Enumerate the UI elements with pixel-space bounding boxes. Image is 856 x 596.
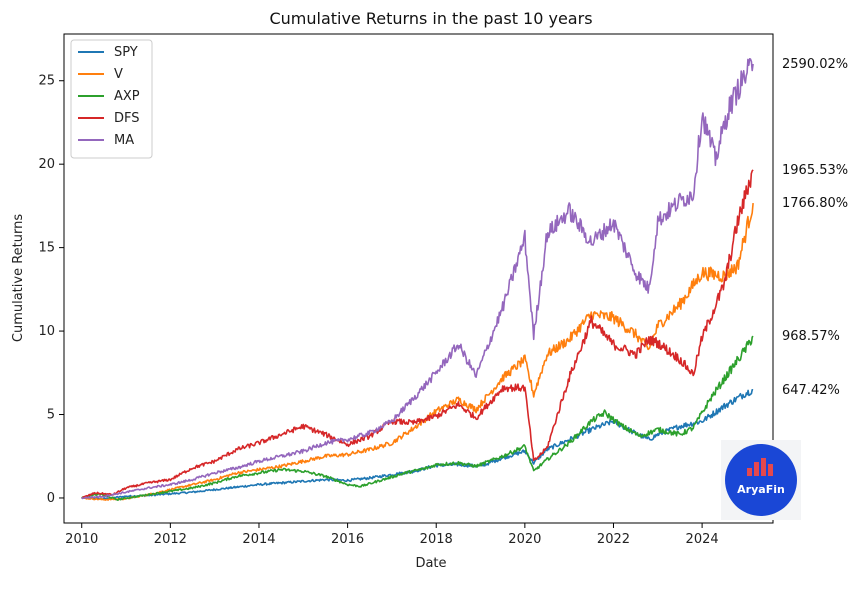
x-tick-label: 2012 (154, 532, 187, 547)
logo-circle (725, 444, 797, 516)
legend-box (70, 39, 153, 159)
x-tick-label: 2020 (508, 532, 541, 547)
axes: 2010 2012 2014 2016 2018 2020 2022 2024 0 5 10 15 20… (38, 74, 718, 547)
end-label-axp: 968.57% (782, 329, 840, 344)
end-label-dfs: 1965.53% (782, 163, 848, 178)
end-label-v: 1766.80% (782, 196, 848, 211)
y-tick-label: 15 (38, 241, 55, 256)
x-tick-label: 2022 (597, 532, 630, 547)
end-labels: 647.42% 1766.80% 968.57% 1965.53% 2590.02% (782, 57, 848, 398)
x-tick-label: 2018 (420, 532, 453, 547)
series-lines (81, 58, 754, 501)
x-tick-label: 2016 (331, 532, 364, 547)
end-label-ma: 2590.02% (782, 57, 848, 72)
x-tick-label: 2024 (686, 532, 719, 547)
x-tick-label: 2014 (242, 532, 275, 547)
y-tick-label: 25 (38, 74, 55, 89)
legend-label-spy: SPY (114, 45, 138, 60)
y-tick-label: 0 (47, 491, 55, 506)
series-line-v (81, 203, 754, 501)
end-label-spy: 647.42% (782, 383, 840, 398)
legend-label-v: V (114, 67, 123, 82)
logo-text: AryaFin (737, 483, 785, 496)
plot-frame (63, 33, 774, 524)
y-tick-label: 10 (38, 324, 55, 339)
legend: SPY V AXP DFS MA (70, 39, 153, 159)
x-axis-label: Date (415, 556, 446, 571)
series-line-axp (81, 335, 754, 501)
series-line-dfs (81, 169, 754, 499)
aryafin-logo: AryaFin (721, 440, 801, 520)
legend-label-dfs: DFS (114, 111, 140, 126)
legend-label-ma: MA (114, 133, 134, 148)
chart-title: Cumulative Returns in the past 10 years (269, 9, 592, 28)
legend-label-axp: AXP (114, 89, 140, 104)
y-tick-label: 20 (38, 157, 55, 172)
logo-bars-icon (747, 458, 773, 476)
y-axis-label: Cumulative Returns (11, 214, 26, 342)
x-tick-label: 2010 (65, 532, 98, 547)
series-line-ma (81, 58, 754, 500)
y-tick-label: 5 (47, 408, 55, 423)
